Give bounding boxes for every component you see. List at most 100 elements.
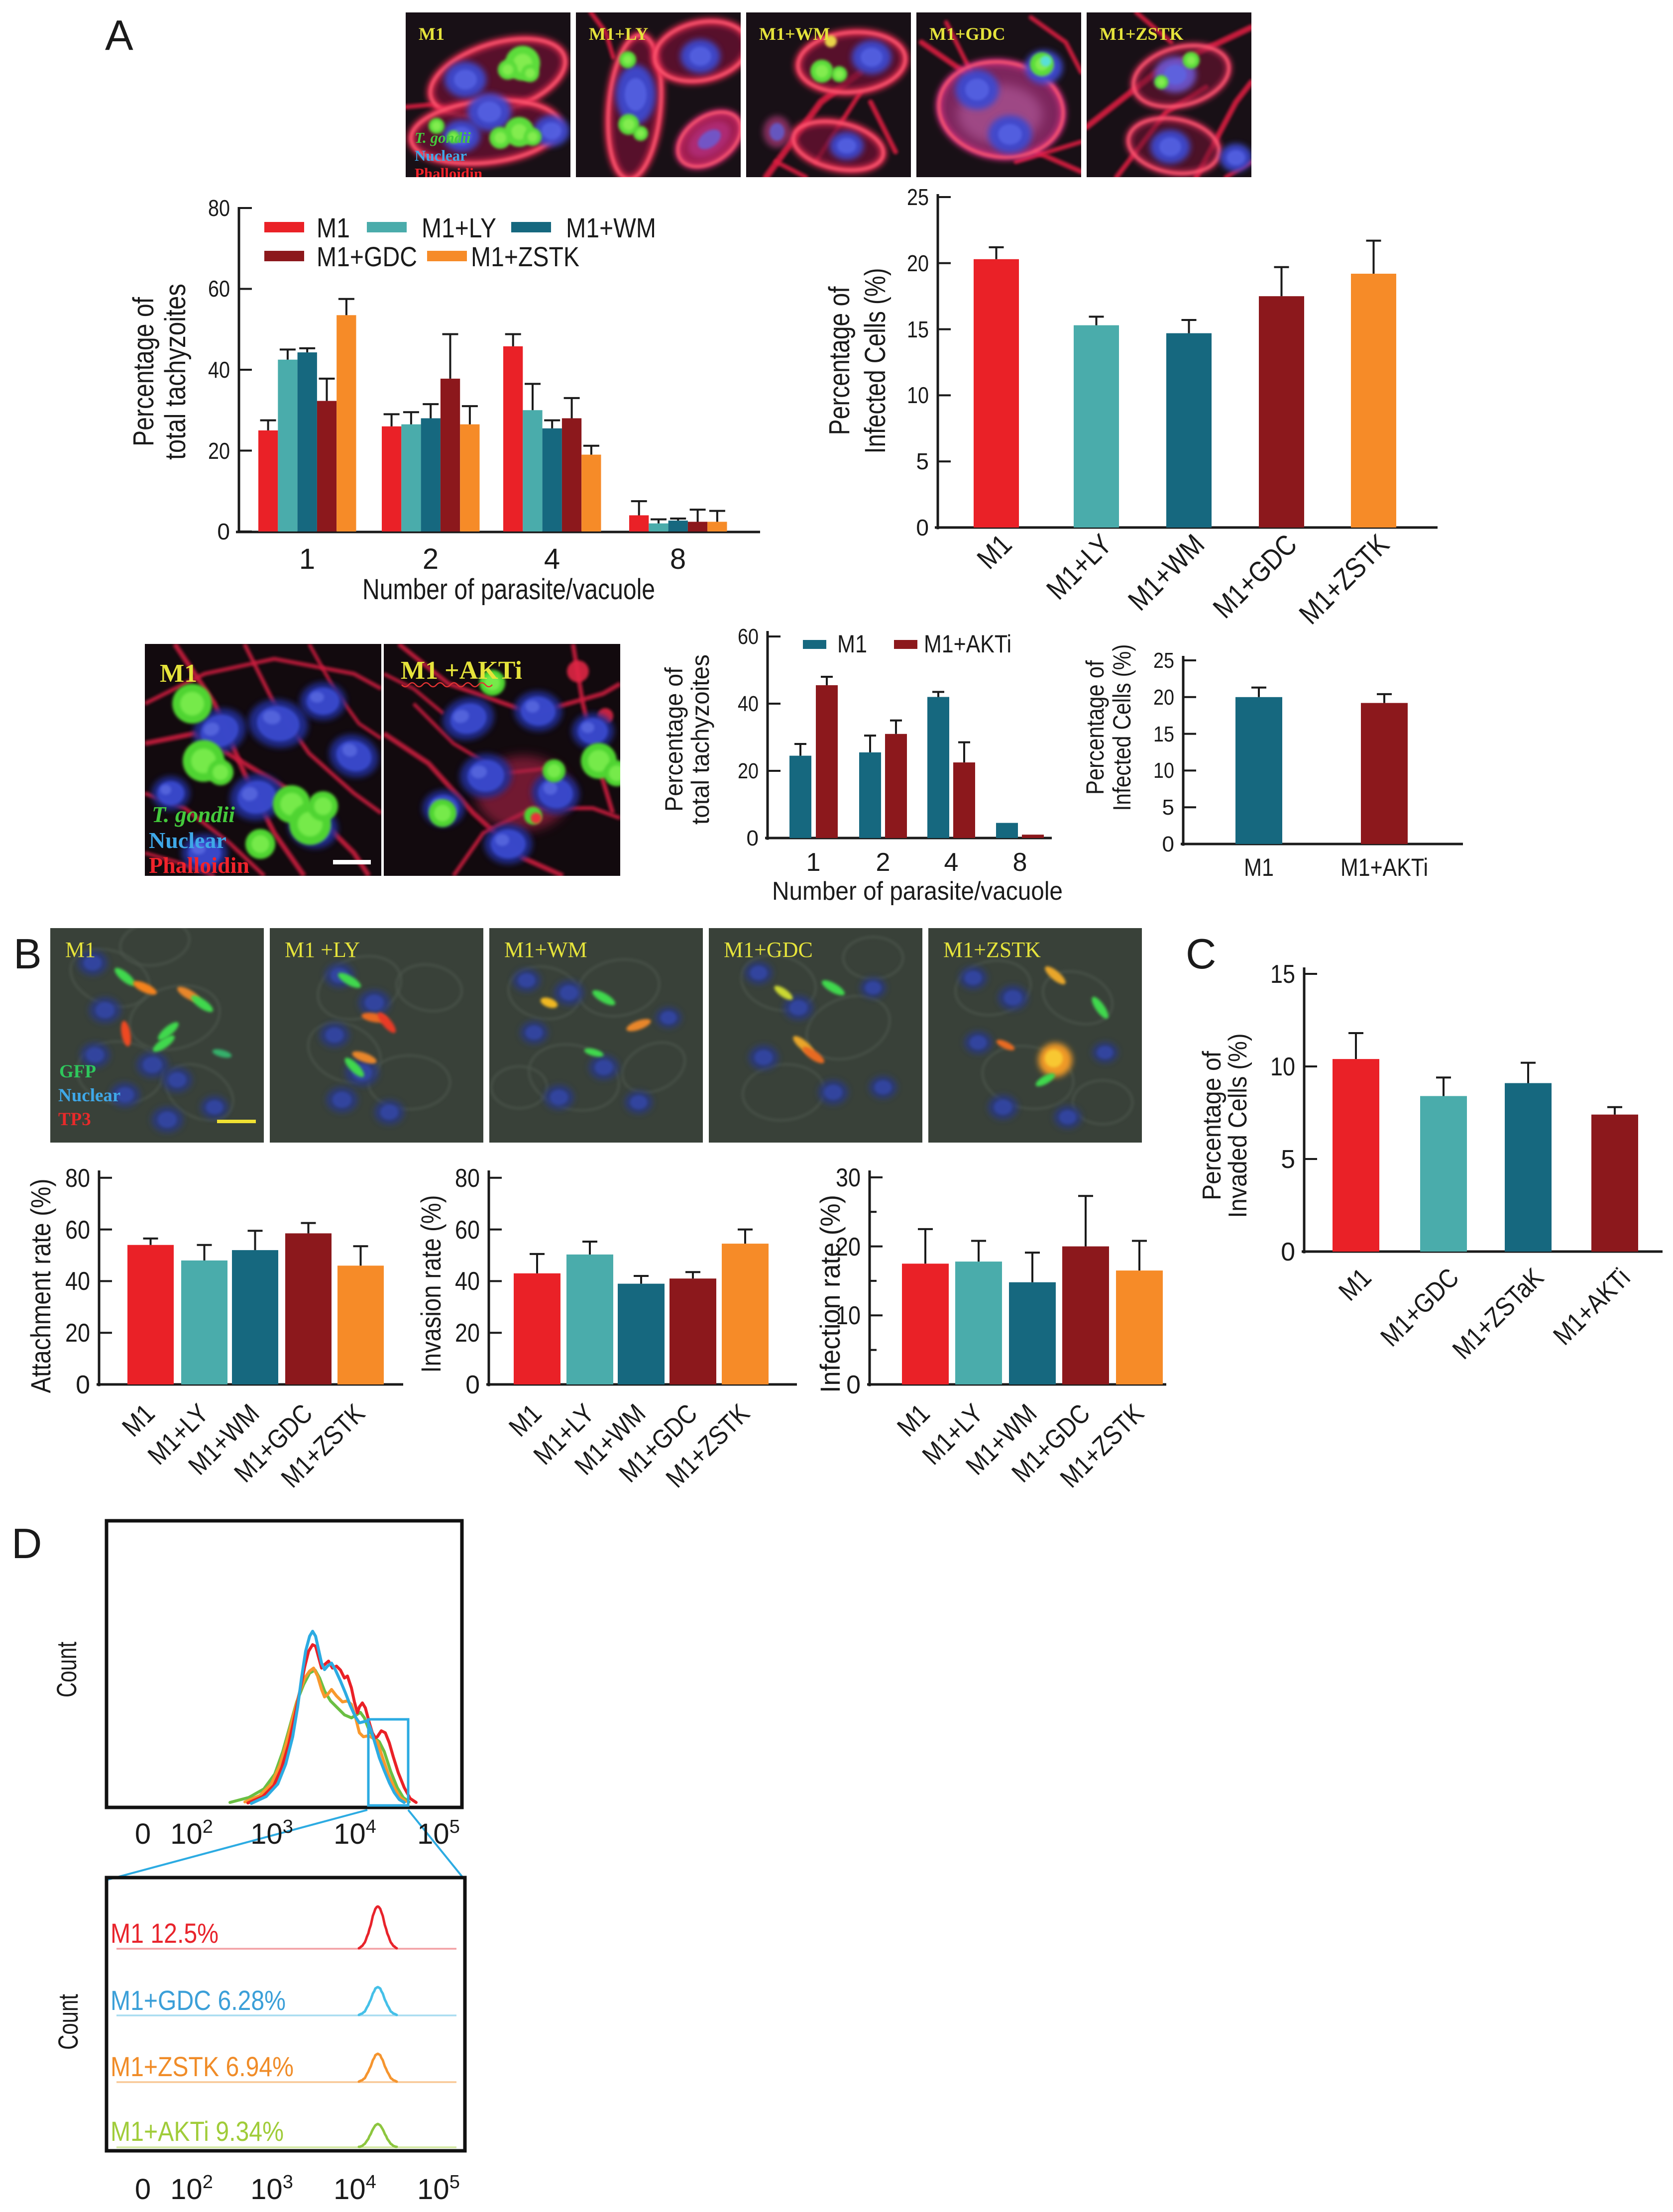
svg-text:15: 15 <box>1153 722 1174 746</box>
svg-text:Count: Count <box>52 1994 84 2050</box>
svg-text:20: 20 <box>65 1319 90 1348</box>
svg-text:1: 1 <box>806 848 821 877</box>
svg-text:80: 80 <box>208 195 230 221</box>
svg-text:2: 2 <box>423 543 439 575</box>
svg-text:0: 0 <box>76 1370 90 1399</box>
svg-text:10: 10 <box>1153 758 1174 783</box>
svg-text:Percentage of: Percentage of <box>1081 660 1109 795</box>
svg-text:8: 8 <box>670 543 686 575</box>
svg-text:M1+ZSTK 6.94%: M1+ZSTK 6.94% <box>111 2051 294 2082</box>
svg-text:M1+WM: M1+WM <box>759 24 830 44</box>
svg-text:0: 0 <box>747 826 759 850</box>
svg-text:0: 0 <box>135 2173 151 2206</box>
svg-text:80: 80 <box>455 1164 480 1193</box>
svg-text:1: 1 <box>299 543 315 575</box>
svg-text:M1+GDC 6.28%: M1+GDC 6.28% <box>111 1985 286 2016</box>
svg-text:60: 60 <box>65 1216 90 1245</box>
svg-text:102: 102 <box>170 1816 213 1850</box>
svg-text:M1: M1 <box>1244 853 1274 881</box>
svg-text:M1+GDC: M1+GDC <box>1207 528 1303 625</box>
svg-text:Nuclear: Nuclear <box>415 147 467 164</box>
svg-text:Percentage of: Percentage of <box>1198 1051 1227 1200</box>
svg-text:Phalloidin: Phalloidin <box>415 165 482 177</box>
svg-text:4: 4 <box>944 848 959 877</box>
svg-text:M1+LY: M1+LY <box>1040 528 1118 606</box>
svg-text:104: 104 <box>334 2172 376 2206</box>
svg-text:0: 0 <box>846 1370 861 1399</box>
svg-text:M1 +LY: M1 +LY <box>285 938 360 962</box>
svg-text:105: 105 <box>417 1816 460 1850</box>
svg-text:M1 +AKTi: M1 +AKTi <box>401 656 522 685</box>
svg-text:C: C <box>1186 931 1216 978</box>
svg-text:60: 60 <box>738 625 759 649</box>
svg-text:25: 25 <box>907 184 929 210</box>
svg-text:Invaded Cells (%): Invaded Cells (%) <box>1224 1034 1252 1218</box>
svg-text:5: 5 <box>1281 1145 1295 1174</box>
svg-text:M1: M1 <box>65 938 96 962</box>
svg-text:5: 5 <box>1162 795 1174 820</box>
svg-text:20: 20 <box>738 759 759 783</box>
svg-text:Nuclear: Nuclear <box>58 1085 120 1106</box>
svg-text:M1: M1 <box>971 528 1018 575</box>
svg-text:Count: Count <box>51 1642 82 1697</box>
svg-text:M1+AKTi: M1+AKTi <box>1548 1263 1636 1351</box>
svg-text:total tachyzoites: total tachyzoites <box>686 654 714 825</box>
svg-text:M1+LY: M1+LY <box>422 212 496 243</box>
svg-text:25: 25 <box>1153 648 1174 673</box>
svg-text:103: 103 <box>250 2172 293 2206</box>
svg-text:10: 10 <box>836 1301 861 1330</box>
svg-text:M1 12.5%: M1 12.5% <box>111 1917 219 1949</box>
svg-text:D: D <box>11 1520 42 1568</box>
svg-text:0: 0 <box>1162 832 1174 856</box>
svg-text:60: 60 <box>208 276 230 302</box>
svg-text:103: 103 <box>250 1816 293 1850</box>
svg-text:8: 8 <box>1013 848 1027 877</box>
svg-text:M1: M1 <box>503 1398 547 1442</box>
svg-text:M1: M1 <box>116 1398 160 1442</box>
svg-text:total tachyzoites: total tachyzoites <box>159 284 192 460</box>
svg-text:M1: M1 <box>837 630 867 658</box>
svg-text:M1: M1 <box>1333 1263 1377 1306</box>
svg-text:M1: M1 <box>892 1398 935 1442</box>
svg-text:20: 20 <box>907 250 929 276</box>
svg-text:TP3: TP3 <box>58 1109 91 1130</box>
svg-text:Number of parasite/vacuole: Number of parasite/vacuole <box>772 877 1063 906</box>
svg-text:Percentage of: Percentage of <box>127 297 160 446</box>
svg-text:M1+WM: M1+WM <box>566 212 656 243</box>
svg-text:Attachment rate (%): Attachment rate (%) <box>25 1179 56 1393</box>
svg-text:5: 5 <box>916 448 929 474</box>
svg-text:Number of parasite/vacuole: Number of parasite/vacuole <box>362 573 655 606</box>
svg-text:20: 20 <box>1153 685 1174 710</box>
svg-text:20: 20 <box>455 1319 480 1348</box>
svg-text:Nuclear: Nuclear <box>149 828 226 853</box>
svg-text:GFP: GFP <box>59 1061 96 1082</box>
svg-text:15: 15 <box>907 316 929 342</box>
svg-text:M1+GDC: M1+GDC <box>724 938 813 962</box>
svg-text:20: 20 <box>836 1233 861 1262</box>
svg-text:105: 105 <box>417 2172 460 2206</box>
svg-text:M1+ZSTK: M1+ZSTK <box>1100 24 1184 44</box>
svg-text:0: 0 <box>916 515 929 540</box>
svg-text:40: 40 <box>208 357 230 383</box>
svg-text:M1: M1 <box>317 212 350 243</box>
svg-text:M1: M1 <box>419 24 445 44</box>
svg-text:10: 10 <box>1270 1053 1295 1081</box>
svg-text:M1+AKTi 9.34%: M1+AKTi 9.34% <box>111 2115 284 2147</box>
svg-text:104: 104 <box>334 1816 376 1850</box>
svg-text:T. gondii: T. gondii <box>415 129 471 146</box>
svg-text:4: 4 <box>544 543 560 575</box>
svg-text:60: 60 <box>455 1216 480 1245</box>
svg-text:0: 0 <box>1281 1238 1295 1266</box>
svg-text:10: 10 <box>907 382 929 408</box>
svg-text:M1+WM: M1+WM <box>1122 528 1211 617</box>
svg-text:M1+GDC: M1+GDC <box>317 241 417 272</box>
svg-text:0: 0 <box>217 519 230 544</box>
svg-text:M1+ZSTK: M1+ZSTK <box>1293 528 1395 631</box>
svg-text:M1+AKTi: M1+AKTi <box>924 630 1011 658</box>
svg-text:M1+AKTi: M1+AKTi <box>1340 853 1428 881</box>
svg-text:102: 102 <box>170 2172 213 2206</box>
svg-text:Percentage of: Percentage of <box>823 286 856 435</box>
svg-text:0: 0 <box>465 1370 480 1399</box>
svg-text:Phalloidin: Phalloidin <box>149 852 249 876</box>
svg-text:20: 20 <box>208 438 230 464</box>
